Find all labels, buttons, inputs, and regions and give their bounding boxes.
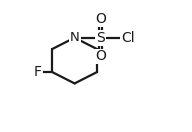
Text: S: S: [96, 31, 105, 45]
Text: O: O: [95, 12, 106, 26]
Text: Cl: Cl: [121, 31, 135, 45]
Text: F: F: [34, 65, 42, 79]
Text: N: N: [70, 31, 79, 44]
Text: O: O: [95, 50, 106, 63]
